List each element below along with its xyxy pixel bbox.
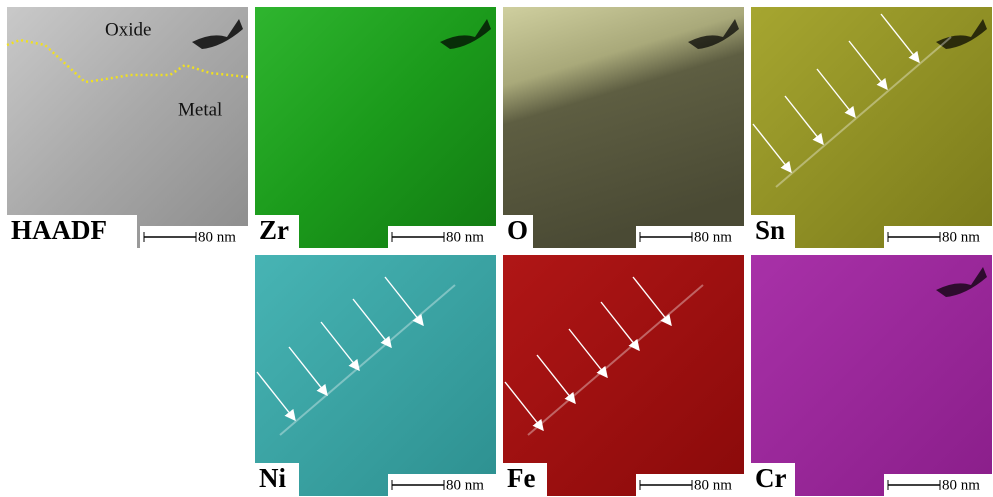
panel-label: Fe [507, 463, 535, 493]
panel-label: Sn [755, 215, 785, 245]
scale-label: 80 nm [694, 229, 732, 245]
panel: O 80 nm [503, 7, 744, 248]
scale-label: 80 nm [694, 477, 732, 493]
panel-label: Cr [755, 463, 786, 493]
panel: Ni 80 nm [255, 255, 496, 496]
panel-label: O [507, 215, 528, 245]
panel: Cr 80 nm [751, 255, 992, 496]
panel: Sn 80 nm [751, 7, 992, 248]
figure: HAADF 80 nm Zr 80 nm O 80 nm Sn 80 nm Ni 80 nm Fe 8… [0, 0, 993, 497]
panel: Fe 80 nm [503, 255, 744, 496]
panel: HAADF 80 nm [7, 7, 248, 248]
panel-label: Zr [259, 215, 289, 245]
panel-label: Ni [259, 463, 286, 493]
panel: Zr 80 nm [255, 7, 496, 248]
scale-label: 80 nm [198, 229, 236, 245]
scale-label: 80 nm [942, 477, 980, 493]
panel-label: HAADF [11, 215, 107, 245]
panel-image [503, 255, 744, 496]
scale-label: 80 nm [942, 229, 980, 245]
panel-image [255, 255, 496, 496]
scale-label: 80 nm [446, 229, 484, 245]
scale-label: 80 nm [446, 477, 484, 493]
annotation-metal: Metal [178, 99, 222, 120]
annotation-oxide: Oxide [105, 19, 151, 40]
